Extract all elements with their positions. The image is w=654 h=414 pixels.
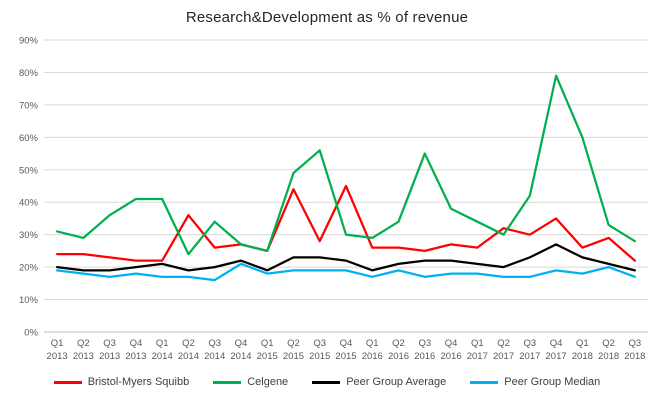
legend-swatch-peer-group-average: [312, 380, 341, 384]
y-axis-tick-label: 90%: [19, 36, 39, 47]
legend-item-celgene: Celgene: [213, 376, 288, 388]
legend-swatch-bristol-myers-squibb: [53, 380, 82, 384]
x-axis-tick-label: Q2 2017: [493, 338, 514, 362]
series-line-peer-group-median: [56, 262, 636, 282]
x-axis-tick-label: Q1 2013: [47, 338, 68, 362]
x-axis-tick-label: Q1 2015: [257, 338, 278, 362]
x-axis-tick-label: Q4 2013: [125, 338, 146, 362]
x-axis-tick-label: Q3 2017: [519, 338, 540, 362]
series-line-bristol-myers-squibb: [56, 184, 636, 262]
y-axis-tick-label: 80%: [19, 68, 39, 79]
y-axis-tick-label: 50%: [19, 165, 39, 176]
x-axis-tick-label: Q1 2014: [152, 338, 173, 362]
y-axis-tick-label: 10%: [19, 295, 39, 306]
x-axis-tick-label: Q2 2018: [598, 338, 619, 362]
legend-item-peer-group-average: Peer Group Average: [312, 376, 446, 388]
x-axis-tick-label: Q3 2016: [414, 338, 435, 362]
y-axis-tick-label: 0%: [24, 328, 38, 339]
chart-title: Research&Development as % of revenue: [185, 9, 469, 26]
x-axis-tick-label: Q1 2017: [467, 338, 488, 362]
y-axis-tick-label: 30%: [19, 230, 39, 241]
x-axis-tick-label: Q4 2017: [546, 338, 567, 362]
legend-label-peer-group-average: Peer Group Average: [346, 376, 447, 388]
y-axis-tick-label: 40%: [19, 198, 39, 209]
x-axis-tick-label: Q3 2015: [309, 338, 330, 362]
x-axis-tick-label: Q4 2014: [230, 338, 251, 362]
y-axis-tick-label: 20%: [19, 263, 39, 274]
x-axis-tick-label: Q3 2014: [204, 338, 225, 362]
legend-swatch-peer-group-median: [470, 380, 499, 384]
x-axis-tick-label: Q1 2016: [362, 338, 383, 362]
legend-label-peer-group-median: Peer Group Median: [504, 376, 601, 388]
x-axis-tick-label: Q4 2016: [440, 338, 461, 362]
chart-legend: Bristol-Myers Squibb Celgene Peer Group Av…: [0, 376, 654, 388]
y-axis-tick-label: 60%: [19, 133, 39, 144]
legend-swatch-celgene: [213, 380, 242, 384]
y-axis-tick-label: 70%: [19, 100, 39, 111]
legend-label-celgene: Celgene: [247, 376, 289, 388]
series-line-peer-group-average: [56, 243, 636, 272]
legend-item-bristol-myers-squibb: Bristol-Myers Squibb: [53, 376, 190, 388]
x-axis-tick-label: Q2 2014: [178, 338, 199, 362]
x-axis-tick-label: Q2 2016: [388, 338, 409, 362]
x-axis-tick-label: Q1 2018: [572, 338, 593, 362]
series-line-celgene: [56, 74, 636, 256]
x-axis-tick-label: Q3 2018: [624, 338, 645, 362]
legend-label-bristol-myers-squibb: Bristol-Myers Squibb: [87, 376, 190, 388]
x-axis-tick-label: Q2 2015: [283, 338, 304, 362]
x-axis-tick-label: Q2 2013: [73, 338, 94, 362]
x-axis-tick-label: Q4 2015: [335, 338, 356, 362]
legend-item-peer-group-median: Peer Group Median: [470, 376, 600, 388]
x-axis-tick-label: Q3 2013: [99, 338, 120, 362]
